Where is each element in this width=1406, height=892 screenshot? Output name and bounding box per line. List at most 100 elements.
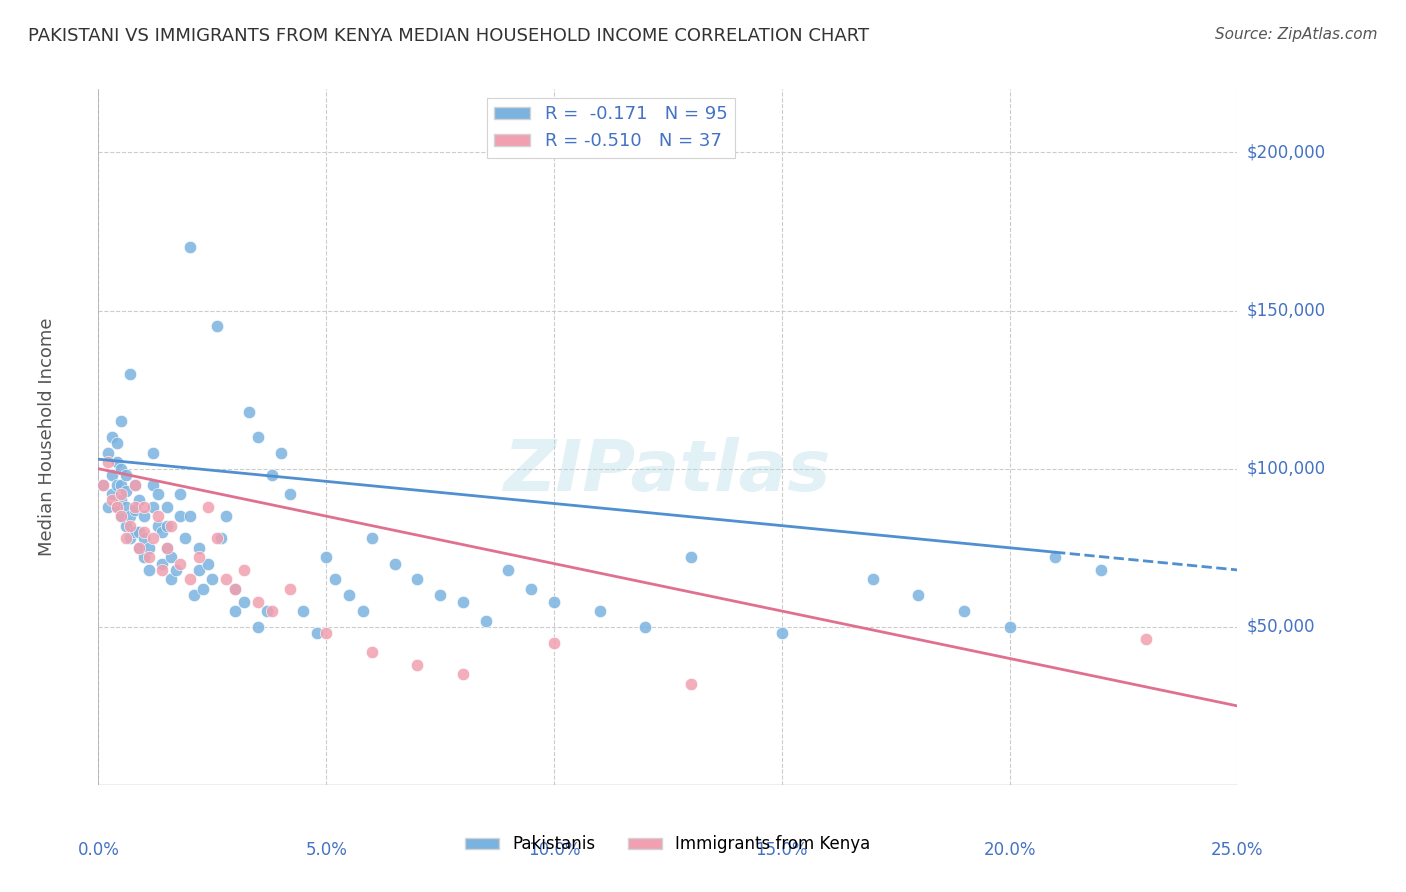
Point [165, 563, 187, 577]
Point [953, 604, 976, 618]
Point [142, 477, 165, 491]
Point [132, 550, 155, 565]
Point [278, 487, 301, 501]
Point [406, 657, 429, 672]
Text: 15.0%: 15.0% [755, 840, 808, 859]
Point [114, 500, 136, 514]
Point [96, 446, 118, 460]
Point [169, 557, 191, 571]
Point [128, 541, 150, 555]
Point [862, 573, 884, 587]
Point [142, 500, 165, 514]
Text: $100,000: $100,000 [1246, 459, 1326, 478]
Point [105, 500, 128, 514]
Point [224, 582, 246, 596]
Text: 20.0%: 20.0% [983, 840, 1036, 859]
Point [406, 573, 429, 587]
Point [105, 500, 128, 514]
Point [142, 531, 165, 545]
Point [128, 541, 150, 555]
Point [138, 541, 160, 555]
Point [142, 446, 165, 460]
Point [1135, 632, 1157, 647]
Point [124, 524, 146, 539]
Point [124, 477, 146, 491]
Point [91, 477, 114, 491]
Point [292, 604, 315, 618]
Point [907, 588, 929, 602]
Point [187, 563, 209, 577]
Text: Source: ZipAtlas.com: Source: ZipAtlas.com [1215, 27, 1378, 42]
Text: Median Household Income: Median Household Income [38, 318, 56, 557]
Point [132, 531, 155, 545]
Point [156, 541, 179, 555]
Point [110, 509, 132, 524]
Point [224, 582, 246, 596]
Point [174, 531, 197, 545]
Point [543, 635, 565, 649]
Point [246, 430, 269, 444]
Point [156, 518, 179, 533]
Legend: Pakistanis, Immigrants from Kenya: Pakistanis, Immigrants from Kenya [458, 829, 877, 860]
Point [451, 667, 474, 681]
Point [114, 531, 136, 545]
Point [150, 524, 173, 539]
Point [634, 620, 657, 634]
Point [187, 541, 209, 555]
Text: $200,000: $200,000 [1246, 144, 1326, 161]
Point [138, 550, 160, 565]
Point [588, 604, 610, 618]
Point [138, 563, 160, 577]
Point [124, 503, 146, 517]
Text: 0.0%: 0.0% [77, 840, 120, 859]
Point [110, 461, 132, 475]
Point [179, 509, 201, 524]
Point [110, 477, 132, 491]
Text: $150,000: $150,000 [1246, 301, 1326, 319]
Point [169, 487, 191, 501]
Point [120, 509, 142, 524]
Point [160, 518, 183, 533]
Point [256, 604, 278, 618]
Point [238, 405, 260, 419]
Point [114, 468, 136, 483]
Point [998, 620, 1021, 634]
Point [187, 550, 209, 565]
Point [520, 582, 543, 596]
Point [169, 509, 191, 524]
Point [1043, 550, 1066, 565]
Point [124, 477, 146, 491]
Point [543, 594, 565, 608]
Point [323, 573, 346, 587]
Point [160, 573, 183, 587]
Point [384, 557, 406, 571]
Point [451, 594, 474, 608]
Point [278, 582, 301, 596]
Point [120, 531, 142, 545]
Point [124, 500, 146, 514]
Point [128, 524, 150, 539]
Point [197, 500, 219, 514]
Point [110, 414, 132, 428]
Point [197, 557, 219, 571]
Point [270, 446, 292, 460]
Point [474, 614, 496, 628]
Point [132, 509, 155, 524]
Point [91, 477, 114, 491]
Point [105, 477, 128, 491]
Point [215, 509, 238, 524]
Point [307, 626, 329, 640]
Point [201, 573, 224, 587]
Point [156, 500, 179, 514]
Point [337, 588, 360, 602]
Point [233, 594, 256, 608]
Point [128, 493, 150, 508]
Point [209, 531, 232, 545]
Point [205, 531, 228, 545]
Point [101, 493, 124, 508]
Point [146, 518, 169, 533]
Point [105, 436, 128, 450]
Text: 5.0%: 5.0% [305, 840, 347, 859]
Point [246, 620, 269, 634]
Point [156, 541, 179, 555]
